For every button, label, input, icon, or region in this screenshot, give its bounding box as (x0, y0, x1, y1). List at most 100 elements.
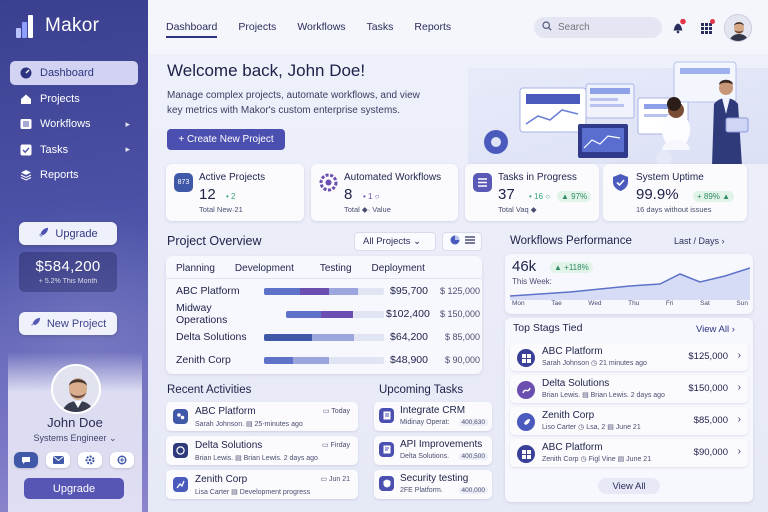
table-row[interactable]: Zenith Corp Liso Carter ◷ Lsa, 2 ▤ June … (510, 407, 748, 435)
profile-role[interactable]: Systems Engineer ⌄ (33, 433, 117, 443)
list-item[interactable]: Integrate CRM Midinay Operat: 400,630 (374, 402, 492, 431)
activity-time: ▭ Today (322, 408, 350, 415)
stat-value: 99.9% (636, 186, 679, 203)
tab-reports[interactable]: Reports (414, 21, 452, 33)
stage-title: ABC Platform (542, 346, 603, 357)
sidebar-item-label: Reports (40, 169, 79, 182)
stat-value: 12 (199, 186, 216, 203)
activity-sub: Sarah Johnson. ▤ 25-minutes ago (195, 421, 303, 428)
list-item[interactable]: Zenith Corp Lisa Carter ▤ Development pr… (166, 470, 358, 499)
tab-development[interactable]: Development (234, 262, 294, 274)
gear-icon[interactable] (78, 452, 102, 468)
grid-icon (517, 349, 535, 367)
avatar[interactable] (51, 364, 101, 414)
team-icon (173, 409, 188, 424)
table-row[interactable]: ABC Platform Sarah Johnson ◷ 21 minutes … (510, 343, 748, 371)
sidebar-item-projects[interactable]: Projects (10, 87, 138, 111)
stat-card-tasks-in-progress[interactable]: Tasks in Progress 37 • 16 ○ ▲ 97% Total … (465, 164, 599, 221)
view-all-button[interactable]: View All (598, 478, 660, 494)
table-row[interactable]: Zenith Corp $48,900 $ 90,000 (176, 352, 480, 368)
stage-sub: Liso Carter ◷ Lsa, 2 ▤ June 21 (542, 424, 641, 431)
search-input[interactable] (558, 22, 648, 33)
share-icon[interactable] (110, 452, 134, 468)
create-project-button[interactable]: + Create New Project (167, 129, 285, 150)
sidebar-item-reports[interactable]: Reports (10, 163, 138, 187)
tab-deployment[interactable]: Deployment (371, 262, 425, 274)
mail-icon[interactable] (46, 452, 70, 468)
checklist-icon (473, 173, 492, 192)
table-row[interactable]: Midway Operations $102,400 $ 150,000 (176, 302, 480, 326)
top-bar: Dashboard Projects Workflows Tasks Repor… (148, 0, 768, 54)
progress-bar (264, 333, 384, 341)
workflow-day-labels: Mon Tae Wed Thu Fri Sat Sun (512, 300, 748, 307)
upgrade-bottom-button[interactable]: Upgrade (24, 478, 124, 499)
progress-bar (286, 310, 384, 318)
date-range-select[interactable]: Last / Days › (674, 236, 725, 246)
sidebar-item-workflows[interactable]: Workflows ▸ (10, 112, 138, 136)
stat-card-automated-workflows[interactable]: Automated Workflows 8 • 1 ○ Total ◆· Val… (311, 164, 458, 221)
day-label: Thu (628, 300, 640, 307)
workflow-caption: This Week: (512, 277, 552, 286)
sidebar-item-label: Projects (40, 92, 80, 105)
stat-change: • 2 (226, 192, 236, 201)
security-icon (379, 476, 394, 491)
list-item[interactable]: Delta Solutions Brian Lewis. ▤ Brian Lew… (166, 436, 358, 465)
chart-icon (173, 477, 188, 492)
list-icon (464, 236, 475, 247)
main-content: Welcome back, John Doe! Manage complex p… (148, 54, 768, 512)
stat-sub: 16 days without issues (636, 205, 712, 214)
code-icon (379, 442, 394, 457)
sidebar-item-dashboard[interactable]: Dashboard (10, 61, 138, 85)
table-row[interactable]: ABC Platform Zenith Corp ◷ Figl Vine ▤ J… (510, 439, 748, 467)
tab-workflows[interactable]: Workflows (297, 21, 346, 33)
chevron-right-icon[interactable]: › (737, 350, 741, 361)
upgrade-label: Upgrade (55, 227, 98, 240)
app-logo[interactable]: Makor (16, 14, 99, 38)
list-icon (20, 118, 32, 130)
table-row[interactable]: Delta Solutions $64,200 $ 85,000 (176, 329, 480, 345)
stage-title: ABC Platform (542, 442, 603, 453)
project-name: Zenith Corp (176, 354, 231, 366)
progress-bar (264, 356, 384, 364)
tab-planning[interactable]: Planning (176, 262, 215, 274)
upcoming-tasks-title: Upcoming Tasks (379, 384, 464, 396)
chat-icon[interactable] (14, 452, 38, 468)
table-row[interactable]: Delta Solutions Brian Lewis. ▤ Brian Lew… (510, 375, 748, 403)
list-item[interactable]: Security testing 2FE Platform. 400,000 (374, 470, 492, 499)
new-project-button[interactable]: New Project (19, 312, 117, 335)
stage-amount: $125,000 (688, 351, 728, 362)
chevron-right-icon[interactable]: › (737, 414, 741, 425)
stat-sub: Total Vaq ◆ (498, 205, 537, 214)
view-all-link[interactable]: View All › (696, 324, 735, 335)
user-avatar[interactable] (724, 14, 752, 42)
task-number: 400,000 (458, 487, 488, 494)
search-icon (542, 21, 552, 34)
project-stage-tabs: Planning Development Testing Deployment (166, 258, 482, 278)
rocket-icon (38, 227, 49, 241)
bell-icon[interactable] (670, 18, 686, 35)
list-item[interactable]: ABC Platform Sarah Johnson. ▤ 25-minutes… (166, 402, 358, 431)
project-filter-select[interactable]: All Projects ⌄ (354, 232, 436, 251)
stage-sub: Brian Lewis. ▤ Brian Lewis. 2 days ago (542, 392, 665, 399)
table-row[interactable]: ABC Platform $95,700 $ 125,000 (176, 283, 480, 299)
tab-dashboard[interactable]: Dashboard (166, 21, 218, 38)
stage-sub: Sarah Johnson ◷ 21 minutes ago (542, 360, 647, 367)
tab-tasks[interactable]: Tasks (366, 21, 394, 33)
sidebar-item-label: Workflows (40, 118, 91, 131)
stat-card-system-uptime[interactable]: System Uptime 99.9% + 89% ▲ 16 days with… (603, 164, 747, 221)
tab-testing[interactable]: Testing (319, 262, 352, 274)
chevron-right-icon[interactable]: › (737, 382, 741, 393)
chevron-right-icon[interactable]: › (737, 446, 741, 457)
stat-title: Tasks in Progress (498, 172, 577, 183)
sidebar-item-tasks[interactable]: Tasks ▸ (10, 138, 138, 162)
recent-activities-title: Recent Activities (167, 384, 252, 396)
project-total: $ 85,000 (444, 332, 480, 342)
day-label: Sat (700, 300, 710, 307)
upgrade-button[interactable]: Upgrade (19, 222, 117, 245)
shield-icon (611, 173, 630, 192)
stat-card-active-projects[interactable]: 873 Active Projects 12 • 2 Total New·21 (166, 164, 304, 221)
list-item[interactable]: API Improvements Delta Solutions. 400,50… (374, 436, 492, 465)
tab-projects[interactable]: Projects (238, 21, 277, 33)
view-toggle[interactable] (442, 232, 482, 251)
apps-grid-icon[interactable] (699, 19, 715, 35)
